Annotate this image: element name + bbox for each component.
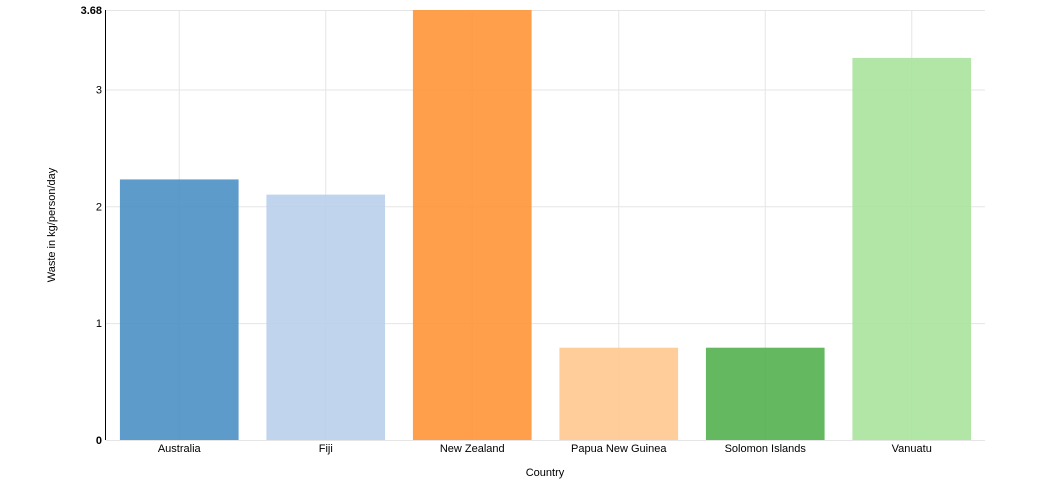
x-tick-label: New Zealand bbox=[440, 443, 505, 455]
bar-australia[interactable] bbox=[119, 179, 239, 440]
x-tick-labels: Australia Fiji New Zealand Papua New Guinea… bbox=[158, 443, 932, 455]
y-tick-labels: 0 1 2 3 3.68 bbox=[81, 5, 102, 447]
x-tick-label: Australia bbox=[158, 443, 202, 455]
bars-group bbox=[119, 10, 972, 441]
y-axis-title: Waste in kg/person/day bbox=[46, 167, 58, 282]
y-tick-label: 1 bbox=[96, 318, 102, 330]
bar-vanuatu[interactable] bbox=[852, 57, 972, 441]
bar-papua-new-guinea[interactable] bbox=[559, 347, 679, 440]
y-tick-label: 0 bbox=[96, 435, 102, 447]
bar-solomon-islands[interactable] bbox=[705, 347, 825, 440]
x-axis-title: Country bbox=[526, 467, 565, 479]
y-tick-label: 3.68 bbox=[81, 5, 102, 17]
y-tick-label: 2 bbox=[96, 201, 102, 213]
y-tick-label: 3 bbox=[96, 84, 102, 96]
x-tick-label: Fiji bbox=[319, 443, 333, 455]
x-tick-label: Solomon Islands bbox=[725, 443, 807, 455]
bar-fiji[interactable] bbox=[266, 194, 386, 440]
x-tick-label: Vanuatu bbox=[892, 443, 932, 455]
x-tick-label: Papua New Guinea bbox=[571, 443, 667, 455]
bar-new-zealand[interactable] bbox=[412, 10, 532, 440]
